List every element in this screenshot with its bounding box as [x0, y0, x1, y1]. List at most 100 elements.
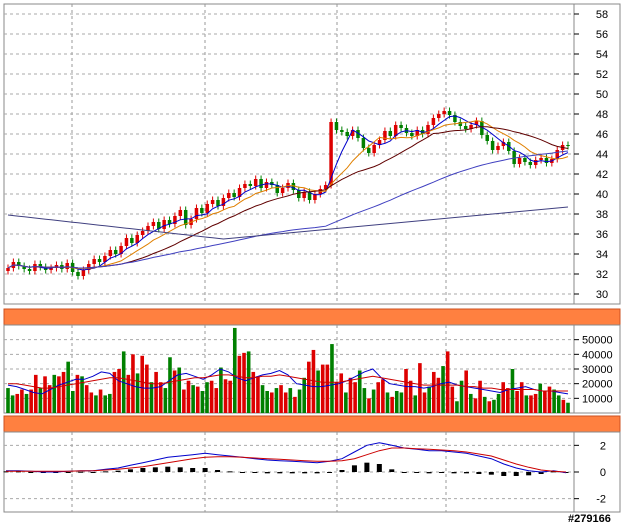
candle-body — [566, 145, 570, 146]
macd-tick-label: 2 — [600, 440, 606, 452]
candle-body — [388, 131, 393, 136]
candle-body — [361, 138, 366, 148]
candle-body — [426, 125, 430, 134]
candle-body — [410, 133, 414, 136]
macd-histogram-bar — [239, 472, 245, 473]
volume-tick-label: 50000 — [582, 335, 613, 347]
macd-line — [6, 447, 567, 473]
candle-body — [334, 122, 339, 130]
macd-histogram-bar — [15, 471, 21, 473]
macd-histogram-bar — [513, 472, 519, 476]
candle-body — [113, 250, 118, 254]
volume-bar — [455, 401, 459, 413]
volume-bar — [108, 393, 112, 413]
volume-bar — [325, 364, 330, 413]
candle-body — [194, 208, 199, 219]
volume-bar — [251, 371, 256, 413]
macd-histogram-bar — [501, 472, 507, 476]
candle-body — [533, 160, 538, 165]
volume-bar — [408, 380, 413, 413]
macd-histogram-bar — [227, 471, 233, 473]
candle-body — [490, 141, 495, 150]
volume-bar — [436, 377, 441, 413]
candle-body — [27, 269, 32, 271]
volume-bar — [547, 386, 552, 413]
macd-histogram-bar — [488, 472, 494, 475]
volume-bar — [519, 382, 524, 413]
volume-bar — [103, 395, 107, 413]
candle-body — [474, 121, 479, 125]
volume-bar — [228, 380, 232, 413]
candle-body — [447, 111, 452, 115]
candle-body — [517, 158, 522, 164]
volume-bar — [394, 391, 399, 413]
candle-body — [49, 268, 53, 270]
macd-histogram-bar — [302, 472, 308, 474]
volume-bar — [15, 393, 20, 413]
volume-bar — [172, 370, 177, 413]
candle-body — [485, 135, 489, 141]
volume-bar — [52, 374, 57, 413]
candle-body — [501, 142, 506, 146]
volume-series — [6, 327, 570, 413]
candle-body — [6, 268, 10, 271]
macd-histogram-bar — [389, 469, 395, 472]
candle-body — [431, 118, 436, 125]
volume-bar — [265, 391, 269, 413]
candle-body — [350, 130, 355, 136]
volume-tick-label: 30000 — [582, 364, 613, 376]
candle-body — [367, 148, 371, 153]
price-ma-line — [7, 115, 569, 271]
macd-histogram-bar — [289, 472, 295, 474]
candle-body — [135, 235, 139, 243]
volume-bar — [163, 388, 168, 413]
volume-bar — [131, 354, 135, 413]
volume-bar — [422, 392, 427, 413]
macd-histogram-bar — [103, 471, 109, 473]
volume-bar — [524, 395, 529, 413]
candle-body — [167, 220, 172, 224]
volume-bar — [38, 388, 43, 413]
volume-bar — [367, 398, 371, 413]
volume-bar — [246, 351, 251, 413]
macd-histogram-bar — [526, 472, 532, 476]
volume-bar — [47, 385, 52, 413]
volume-bar — [399, 392, 404, 413]
candle-body — [329, 122, 333, 185]
macd-histogram-bar — [115, 470, 121, 472]
price-tick-label: 54 — [596, 49, 608, 61]
candle-body — [270, 182, 274, 185]
volume-bar — [302, 377, 306, 413]
volume-bar — [566, 402, 570, 413]
candle-body — [539, 158, 543, 160]
volume-header-bar — [3, 308, 621, 326]
candle-body — [458, 122, 463, 126]
volume-bar — [20, 389, 24, 413]
price-tick-label: 46 — [596, 129, 608, 141]
candle-body — [345, 132, 349, 136]
macd-histogram-bar — [277, 472, 283, 474]
volume-bar — [371, 389, 376, 413]
volume-bar — [242, 352, 246, 413]
macd-histogram-bar — [439, 472, 445, 473]
candle-body — [33, 264, 37, 271]
volume-bar — [339, 373, 344, 413]
volume-bar — [320, 364, 325, 413]
candle-body — [243, 184, 247, 188]
macd-histogram-bar — [90, 472, 96, 473]
candle-body — [383, 131, 387, 140]
candle-body — [87, 264, 91, 270]
price-ma-line — [7, 206, 569, 240]
price-tick-label: 40 — [596, 189, 608, 201]
volume-bar — [357, 370, 362, 413]
volume-bar — [57, 376, 61, 413]
price-tick-label: 48 — [596, 109, 608, 121]
volume-bar — [543, 391, 547, 413]
candle-body — [65, 263, 69, 269]
volume-tick-label: 20000 — [582, 379, 613, 391]
price-tick-label: 50 — [596, 89, 608, 101]
candle-body — [280, 188, 285, 193]
macd-histogram-bar — [202, 468, 208, 472]
